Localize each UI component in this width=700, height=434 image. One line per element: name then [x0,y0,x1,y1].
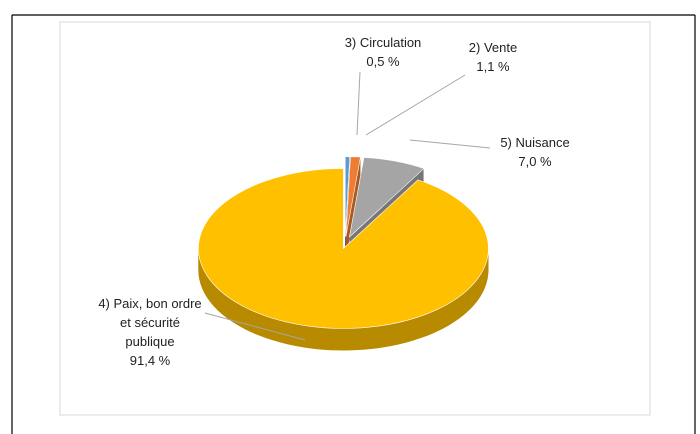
slice [345,156,361,237]
value-label: 0,5 % [366,54,400,69]
value-label: 1,1 % [476,59,510,74]
leader-line [409,139,491,149]
chart-area [59,21,651,416]
data-label: 3) Circulation 0,5 % [345,33,422,71]
data-label: 5) Nuisance 7,0 % [500,133,569,171]
data-label: 2) Vente 1,1 % [469,38,517,76]
category-label: 4) Paix, bon ordre et sécurité publique [98,296,202,349]
value-label: 91,4 % [129,353,171,368]
leader-line [365,74,466,136]
leader-line [356,71,361,136]
slice [198,168,489,329]
leader-line [204,312,306,341]
data-label: 4) Paix, bon ordre et sécurité publique 9… [95,294,205,370]
slice [344,156,351,237]
category-label: 3) Circulation [344,35,422,50]
slice [348,157,425,238]
category-label: 2) Vente [468,40,518,55]
value-label: 7,0 % [518,154,552,169]
category-label: 5) Nuisance [500,135,570,150]
